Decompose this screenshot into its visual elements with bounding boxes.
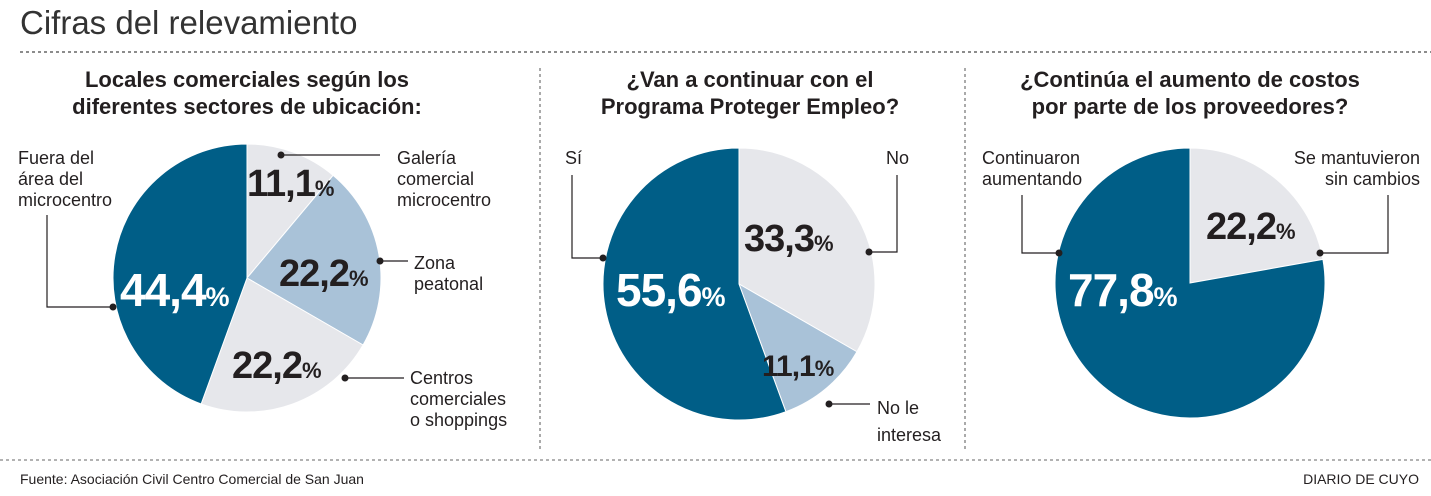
data-label: 77,8%	[1068, 264, 1178, 316]
slice-label: No	[886, 148, 910, 168]
slice-label: Sí	[565, 148, 583, 168]
data-label: 22,2%	[1206, 206, 1296, 248]
data-label: 55,6%	[616, 264, 726, 316]
pie-slice	[738, 147, 876, 353]
leader-dots	[109, 151, 1324, 408]
pie-slice	[602, 147, 787, 421]
brand-credit: DIARIO DE CUYO	[1303, 471, 1419, 487]
data-label: 33,3%	[744, 218, 834, 260]
pie-slice	[246, 174, 382, 346]
chart-title: ¿Continúa el aumento de costos por parte …	[1020, 67, 1360, 119]
pie-slice	[200, 277, 364, 413]
data-label: 11,1%	[762, 350, 834, 383]
slice-label: Fuera del área del microcentro	[18, 148, 113, 210]
pie-slice	[738, 282, 858, 413]
data-label: 22,2%	[279, 253, 369, 295]
leader-lines	[46, 154, 1389, 405]
pie-slice	[1054, 147, 1326, 419]
chart-title: ¿Van a continuar con el Programa Proteger…	[600, 67, 900, 119]
slice-label: Zona peatonal	[414, 253, 484, 294]
data-label: 22,2%	[232, 345, 322, 387]
slice-label: Centros comerciales o shoppings	[410, 368, 508, 430]
slice-label: No le interesa	[877, 398, 942, 445]
page-title: Cifras del relevamiento	[20, 4, 358, 41]
pie-slice	[112, 143, 248, 405]
pie-slice	[1189, 147, 1324, 284]
slice-label: Galería comercial microcentro	[397, 148, 492, 210]
slice-label: Se mantuvieron sin cambios	[1293, 148, 1420, 189]
source-note: Fuente: Asociación Civil Centro Comercia…	[20, 471, 364, 487]
chart-title: Locales comerciales según los diferentes …	[72, 67, 422, 119]
data-label: 44,4%	[120, 264, 230, 316]
pie-slice	[246, 143, 334, 280]
slice-label: Continuaron aumentando	[982, 148, 1083, 189]
data-label: 11,1%	[247, 163, 334, 205]
